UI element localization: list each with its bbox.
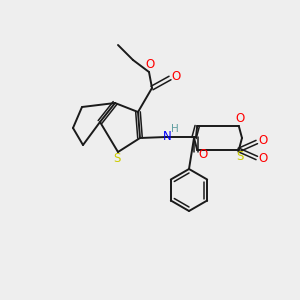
- Text: N: N: [163, 130, 171, 142]
- Text: S: S: [236, 151, 244, 164]
- Text: O: O: [235, 112, 244, 125]
- Text: H: H: [171, 124, 179, 134]
- Text: O: O: [258, 152, 267, 166]
- Text: S: S: [113, 152, 121, 166]
- Text: O: O: [198, 148, 208, 160]
- Text: O: O: [258, 134, 267, 148]
- Text: O: O: [171, 70, 181, 83]
- Text: O: O: [146, 58, 154, 71]
